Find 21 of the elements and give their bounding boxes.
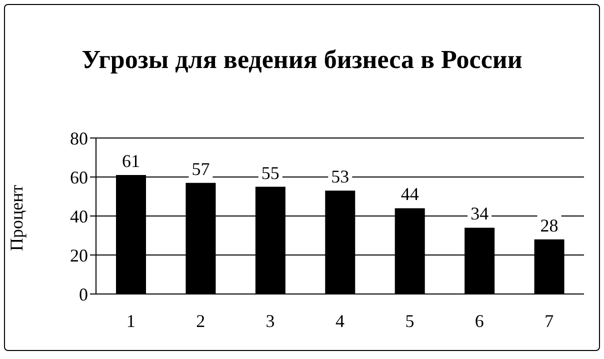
y-tick-label: 40 xyxy=(70,206,88,226)
x-tick-label: 4 xyxy=(336,310,344,331)
x-tick-label: 1 xyxy=(126,310,136,331)
x-tick-label: 6 xyxy=(474,310,484,331)
data-label: 61 xyxy=(122,151,140,172)
x-tick-label: 2 xyxy=(196,310,206,331)
y-axis-title: Процент xyxy=(6,184,26,251)
y-tick-label: 0 xyxy=(79,284,88,304)
x-tick-label: 3 xyxy=(266,310,275,331)
data-label: 55 xyxy=(261,162,280,183)
data-label: 34 xyxy=(470,204,489,224)
data-label: 57 xyxy=(192,158,210,179)
y-tick-label: 60 xyxy=(70,167,88,188)
data-label: 28 xyxy=(540,215,558,236)
data-label: 53 xyxy=(331,166,350,187)
x-tick-label: 7 xyxy=(544,310,554,331)
chart-title: Угрозы для ведения бизнеса в России xyxy=(80,45,524,75)
y-tick-label: 80 xyxy=(70,128,88,148)
data-label: 44 xyxy=(400,184,419,204)
y-tick-label: 20 xyxy=(70,245,88,266)
x-tick-label: 5 xyxy=(405,310,414,331)
